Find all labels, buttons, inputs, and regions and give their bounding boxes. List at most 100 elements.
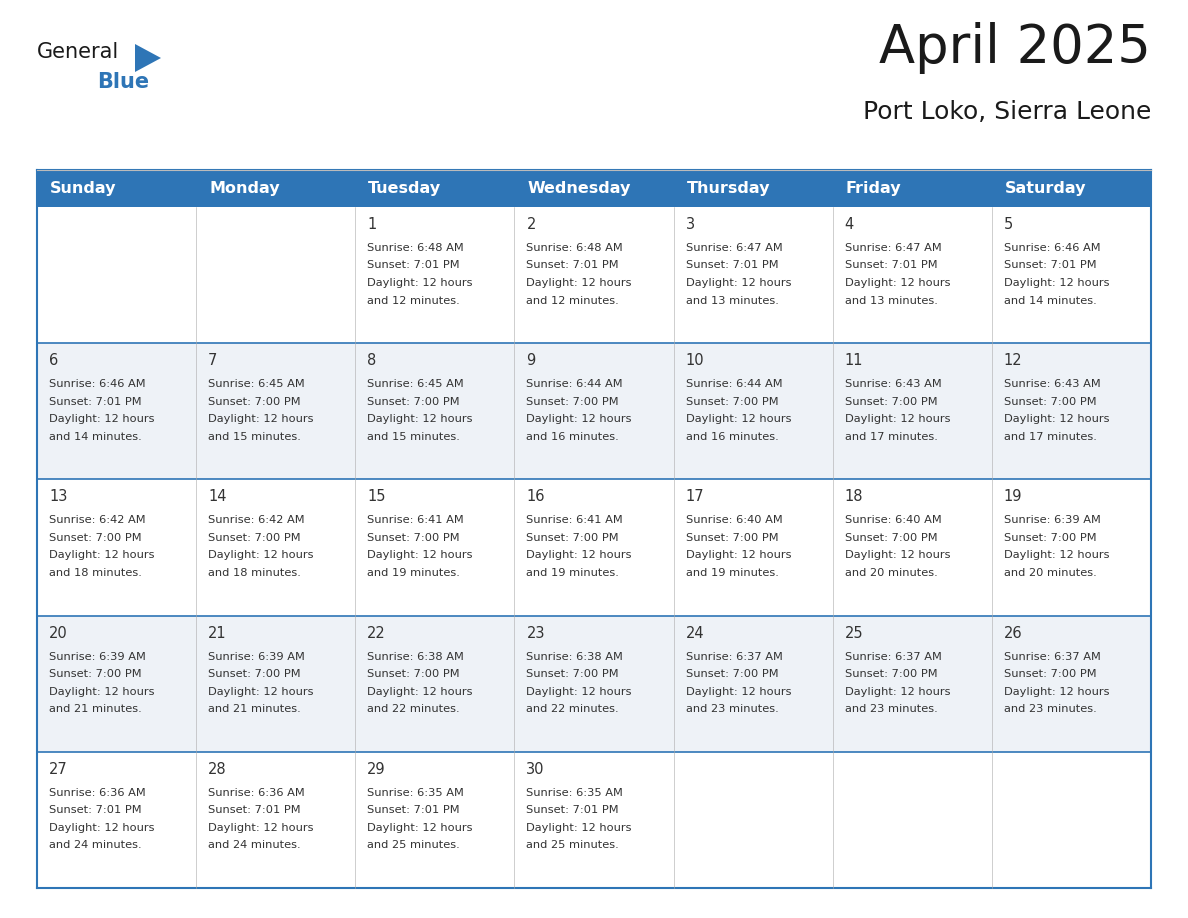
Text: and 15 minutes.: and 15 minutes.	[367, 431, 460, 442]
Bar	[37, 479, 1151, 616]
Text: Daylight: 12 hours: Daylight: 12 hours	[367, 823, 473, 833]
Text: Sunrise: 6:43 AM: Sunrise: 6:43 AM	[1004, 379, 1100, 389]
Text: Sunset: 7:00 PM: Sunset: 7:00 PM	[1004, 533, 1097, 543]
Text: Daylight: 12 hours: Daylight: 12 hours	[1004, 278, 1110, 288]
Text: Sunset: 7:00 PM: Sunset: 7:00 PM	[367, 669, 460, 679]
Text: Daylight: 12 hours: Daylight: 12 hours	[208, 687, 314, 697]
Text: Blue: Blue	[97, 72, 150, 92]
Text: 1: 1	[367, 217, 377, 232]
Text: Friday: Friday	[846, 181, 902, 196]
Text: Daylight: 12 hours: Daylight: 12 hours	[367, 687, 473, 697]
Text: Daylight: 12 hours: Daylight: 12 hours	[845, 687, 950, 697]
Text: 12: 12	[1004, 353, 1023, 368]
Text: 5: 5	[1004, 217, 1013, 232]
Text: Sunset: 7:00 PM: Sunset: 7:00 PM	[208, 397, 301, 407]
Text: Sunrise: 6:42 AM: Sunrise: 6:42 AM	[208, 515, 305, 525]
Text: and 16 minutes.: and 16 minutes.	[685, 431, 778, 442]
Text: Sunrise: 6:44 AM: Sunrise: 6:44 AM	[526, 379, 623, 389]
Text: 14: 14	[208, 489, 227, 504]
Text: and 24 minutes.: and 24 minutes.	[49, 840, 141, 850]
Text: 6: 6	[49, 353, 58, 368]
Text: Sunday: Sunday	[50, 181, 116, 196]
Text: Tuesday: Tuesday	[368, 181, 442, 196]
Text: April 2025: April 2025	[879, 22, 1151, 74]
Text: 17: 17	[685, 489, 704, 504]
Text: 2: 2	[526, 217, 536, 232]
Text: Sunset: 7:01 PM: Sunset: 7:01 PM	[685, 261, 778, 271]
Text: and 19 minutes.: and 19 minutes.	[526, 568, 619, 578]
Text: 10: 10	[685, 353, 704, 368]
Text: and 13 minutes.: and 13 minutes.	[685, 296, 778, 306]
Text: 22: 22	[367, 625, 386, 641]
Text: Sunset: 7:01 PM: Sunset: 7:01 PM	[526, 805, 619, 815]
Text: Sunrise: 6:38 AM: Sunrise: 6:38 AM	[367, 652, 465, 662]
Text: 18: 18	[845, 489, 864, 504]
Text: and 13 minutes.: and 13 minutes.	[845, 296, 937, 306]
Text: 19: 19	[1004, 489, 1023, 504]
Text: Monday: Monday	[209, 181, 279, 196]
Text: Sunrise: 6:45 AM: Sunrise: 6:45 AM	[367, 379, 465, 389]
Text: Wednesday: Wednesday	[527, 181, 631, 196]
Text: and 18 minutes.: and 18 minutes.	[49, 568, 141, 578]
Text: Sunset: 7:01 PM: Sunset: 7:01 PM	[1004, 261, 1097, 271]
Text: and 18 minutes.: and 18 minutes.	[208, 568, 301, 578]
Text: Saturday: Saturday	[1005, 181, 1086, 196]
Text: Sunrise: 6:38 AM: Sunrise: 6:38 AM	[526, 652, 624, 662]
Text: Daylight: 12 hours: Daylight: 12 hours	[1004, 551, 1110, 560]
Text: and 21 minutes.: and 21 minutes.	[49, 704, 141, 714]
Text: Sunset: 7:00 PM: Sunset: 7:00 PM	[845, 397, 937, 407]
Text: Sunrise: 6:47 AM: Sunrise: 6:47 AM	[845, 243, 941, 253]
Text: Sunset: 7:00 PM: Sunset: 7:00 PM	[367, 533, 460, 543]
Text: and 12 minutes.: and 12 minutes.	[526, 296, 619, 306]
Text: 20: 20	[49, 625, 68, 641]
Text: and 23 minutes.: and 23 minutes.	[1004, 704, 1097, 714]
Bar	[514, 170, 674, 207]
Text: 28: 28	[208, 762, 227, 777]
Text: 21: 21	[208, 625, 227, 641]
Text: Sunset: 7:00 PM: Sunset: 7:00 PM	[367, 397, 460, 407]
Text: and 14 minutes.: and 14 minutes.	[49, 431, 141, 442]
Text: 4: 4	[845, 217, 854, 232]
Text: Sunset: 7:00 PM: Sunset: 7:00 PM	[1004, 397, 1097, 407]
Text: Sunset: 7:01 PM: Sunset: 7:01 PM	[845, 261, 937, 271]
Text: Daylight: 12 hours: Daylight: 12 hours	[49, 414, 154, 424]
Text: and 12 minutes.: and 12 minutes.	[367, 296, 460, 306]
Text: Daylight: 12 hours: Daylight: 12 hours	[526, 278, 632, 288]
Text: 15: 15	[367, 489, 386, 504]
Text: Sunrise: 6:37 AM: Sunrise: 6:37 AM	[845, 652, 942, 662]
Text: Sunset: 7:00 PM: Sunset: 7:00 PM	[685, 669, 778, 679]
Text: Port Loko, Sierra Leone: Port Loko, Sierra Leone	[862, 100, 1151, 124]
Text: Daylight: 12 hours: Daylight: 12 hours	[685, 278, 791, 288]
Text: Sunrise: 6:47 AM: Sunrise: 6:47 AM	[685, 243, 783, 253]
Text: Sunset: 7:00 PM: Sunset: 7:00 PM	[685, 397, 778, 407]
Text: Daylight: 12 hours: Daylight: 12 hours	[49, 823, 154, 833]
Text: and 17 minutes.: and 17 minutes.	[1004, 431, 1097, 442]
Text: Sunset: 7:00 PM: Sunset: 7:00 PM	[208, 669, 301, 679]
Text: and 14 minutes.: and 14 minutes.	[1004, 296, 1097, 306]
Text: 8: 8	[367, 353, 377, 368]
Text: Sunset: 7:01 PM: Sunset: 7:01 PM	[526, 261, 619, 271]
Text: Sunset: 7:01 PM: Sunset: 7:01 PM	[367, 261, 460, 271]
Text: Sunrise: 6:40 AM: Sunrise: 6:40 AM	[845, 515, 941, 525]
Text: Sunrise: 6:44 AM: Sunrise: 6:44 AM	[685, 379, 782, 389]
Text: Sunrise: 6:36 AM: Sunrise: 6:36 AM	[208, 788, 305, 798]
Bar	[355, 170, 514, 207]
Text: Sunset: 7:00 PM: Sunset: 7:00 PM	[49, 533, 141, 543]
Text: 29: 29	[367, 762, 386, 777]
Text: and 19 minutes.: and 19 minutes.	[685, 568, 778, 578]
Text: and 22 minutes.: and 22 minutes.	[367, 704, 460, 714]
Text: Sunrise: 6:37 AM: Sunrise: 6:37 AM	[1004, 652, 1101, 662]
Text: Daylight: 12 hours: Daylight: 12 hours	[685, 551, 791, 560]
Text: Sunrise: 6:48 AM: Sunrise: 6:48 AM	[367, 243, 465, 253]
Text: Sunrise: 6:35 AM: Sunrise: 6:35 AM	[367, 788, 465, 798]
Text: Daylight: 12 hours: Daylight: 12 hours	[845, 551, 950, 560]
Text: 11: 11	[845, 353, 864, 368]
Bar	[37, 170, 196, 207]
Bar	[196, 170, 355, 207]
Text: and 15 minutes.: and 15 minutes.	[208, 431, 301, 442]
Text: Daylight: 12 hours: Daylight: 12 hours	[367, 278, 473, 288]
Text: Daylight: 12 hours: Daylight: 12 hours	[367, 414, 473, 424]
Bar	[992, 170, 1151, 207]
Text: Daylight: 12 hours: Daylight: 12 hours	[49, 551, 154, 560]
Text: Sunrise: 6:39 AM: Sunrise: 6:39 AM	[49, 652, 146, 662]
